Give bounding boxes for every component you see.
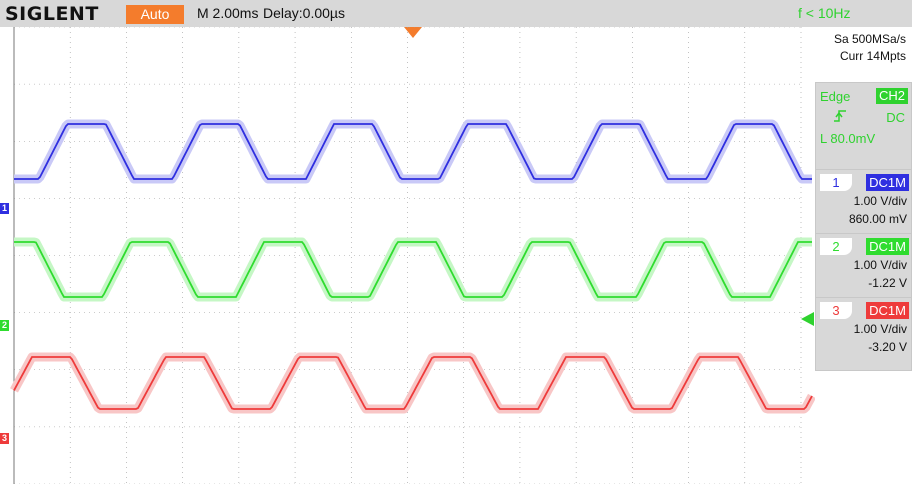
timebase-readout[interactable]: M 2.00ms [197,5,259,21]
trigger-level: L 80.0mV [820,131,876,146]
acquisition-info: Sa 500MSa/s Curr 14Mpts [815,27,912,71]
channel-3-trace [10,352,815,414]
trigger-source-badge: CH2 [875,88,908,104]
frequency-counter: f < 10Hz [798,5,851,21]
channel-1-panel[interactable]: 1 DC1M 1.00 V/div 860.00 mV [815,169,912,243]
channel-3-offset: -3.20 V [868,340,907,354]
channel-3-vdiv: 1.00 V/div [853,322,907,336]
channel-3-offset-marker-icon[interactable]: 3 [0,433,9,444]
channel-2-coupling: DC1M [866,238,909,255]
channel-1-number: 1 [820,174,852,191]
channel-2-trace [11,237,815,302]
sample-rate: Sa 500MSa/s [833,32,906,46]
graticule [13,27,802,484]
right-info-panel: Sa 500MSa/s Curr 14Mpts Edge CH2 DC L 80… [815,27,912,484]
channel-2-vdiv: 1.00 V/div [853,258,907,272]
top-status-bar: SIGLENT Auto M 2.00ms Delay:0.00µs f < 1… [0,0,912,27]
waveform-traces [10,119,815,414]
channel-1-vdiv: 1.00 V/div [853,194,907,208]
trigger-mode-badge[interactable]: Auto [126,5,184,24]
channel-2-panel[interactable]: 2 DC1M 1.00 V/div -1.22 V [815,233,912,307]
channel-3-panel[interactable]: 3 DC1M 1.00 V/div -3.20 V [815,297,912,371]
channel-2-number: 2 [820,238,852,255]
channel-2-offset-marker-icon[interactable]: 2 [0,320,9,331]
memory-depth: Curr 14Mpts [839,49,906,63]
brand-logo: SIGLENT [5,3,99,25]
trigger-type: Edge [820,89,851,104]
channel-3-coupling: DC1M [866,302,909,319]
rising-edge-icon [833,109,847,126]
channel-3-number: 3 [820,302,852,319]
channel-1-offset-marker-icon[interactable]: 1 [0,203,9,214]
trigger-position-marker-icon[interactable] [404,27,422,38]
channel-1-trace [11,119,815,184]
channel-1-offset: 860.00 mV [848,212,907,226]
delay-readout[interactable]: Delay:0.00µs [263,5,345,21]
trigger-coupling: DC [886,110,905,125]
channel-1-coupling: DC1M [866,174,909,191]
channel-2-offset: -1.22 V [868,276,907,290]
waveform-display[interactable] [0,27,815,484]
trigger-level-marker-icon[interactable] [801,312,814,326]
